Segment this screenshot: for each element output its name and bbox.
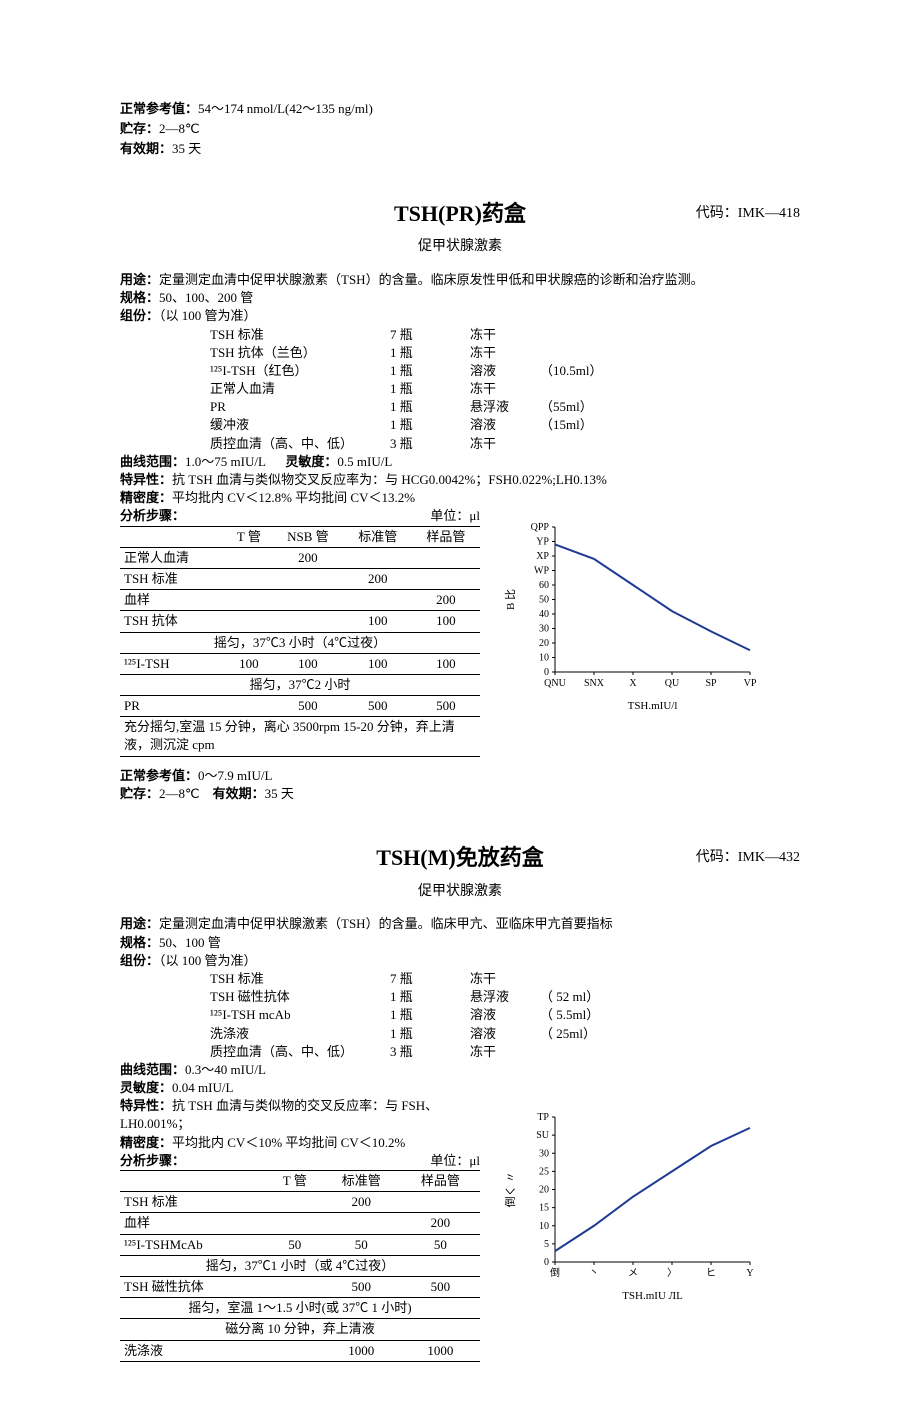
svg-text:〉: 〉 bbox=[667, 1267, 677, 1279]
component-row: 质控血清（高、中、低）3 瓶冻干 bbox=[210, 1043, 800, 1061]
component-row: 质控血清（高、中、低）3 瓶冻干 bbox=[210, 435, 800, 453]
svg-text:25: 25 bbox=[539, 1167, 549, 1178]
component-row: TSH 标准7 瓶冻干 bbox=[210, 326, 800, 344]
svg-text:丶: 丶 bbox=[589, 1268, 599, 1279]
svg-text:倒く 〃: 倒く 〃 bbox=[504, 1172, 517, 1208]
svg-text:0: 0 bbox=[544, 1257, 549, 1268]
svg-text:60: 60 bbox=[539, 580, 549, 591]
svg-text:SP: SP bbox=[705, 678, 717, 689]
chart-svg: TP SU 30 25 20 15 10 5 0倒 丶 メ 〉 ヒ Ү 倒く 〃 TSH.mIU ЛL bbox=[500, 1107, 760, 1307]
svg-text:TSH.mIU ЛL: TSH.mIU ЛL bbox=[622, 1290, 683, 1302]
section1-components: TSH 标准7 瓶冻干TSH 抗体（兰色）1 瓶冻干¹²⁵I-TSH（红色）1 … bbox=[210, 326, 800, 453]
component-row: PR1 瓶悬浮液（55ml） bbox=[210, 398, 800, 416]
section2-header: TSH(M)免放药盒 代码：IMK—432 bbox=[120, 843, 800, 874]
svg-text:30: 30 bbox=[539, 1149, 549, 1160]
section2-code: 代码：IMK—432 bbox=[696, 848, 800, 868]
svg-text:ヒ: ヒ bbox=[706, 1267, 716, 1279]
svg-text:倒: 倒 bbox=[550, 1267, 560, 1279]
svg-text:Ү: Ү bbox=[746, 1268, 753, 1279]
svg-text:TP: TP bbox=[537, 1112, 549, 1123]
expiry-value: 35 天 bbox=[172, 141, 201, 156]
svg-text:SNX: SNX bbox=[584, 678, 605, 689]
ref-label: 正常参考值： bbox=[120, 101, 198, 116]
range-label: 曲线范围： bbox=[120, 454, 185, 469]
svg-text:SU: SU bbox=[536, 1130, 550, 1141]
svg-text:10: 10 bbox=[539, 653, 549, 664]
section1-subtitle: 促甲状腺激素 bbox=[120, 237, 800, 257]
svg-text:B 比: B 比 bbox=[504, 589, 517, 610]
section2-chart: TP SU 30 25 20 15 10 5 0倒 丶 メ 〉 ヒ Ү 倒く 〃 TSH.mIU ЛL bbox=[500, 1107, 800, 1312]
spec-text: 50、100、200 管 bbox=[159, 290, 253, 305]
svg-text:20: 20 bbox=[539, 1185, 549, 1196]
component-row: 正常人血清1 瓶冻干 bbox=[210, 380, 800, 398]
svg-text:QPP: QPP bbox=[531, 522, 550, 533]
svg-text:30: 30 bbox=[539, 624, 549, 635]
svg-text:40: 40 bbox=[539, 609, 549, 620]
component-row: ¹²⁵I-TSH（红色）1 瓶溶液（10.5ml） bbox=[210, 362, 800, 380]
svg-text:5: 5 bbox=[544, 1239, 549, 1250]
usage-label: 用途： bbox=[120, 272, 159, 287]
top-meta: 正常参考值：54～174 nmol/L(42～135 ng/ml) 贮存：2—8… bbox=[120, 100, 800, 159]
svg-text:WP: WP bbox=[534, 566, 549, 577]
svg-text:10: 10 bbox=[539, 1221, 549, 1232]
comp-note: （以 100 管为准） bbox=[159, 308, 257, 323]
section2-subtitle: 促甲状腺激素 bbox=[120, 882, 800, 902]
component-row: TSH 抗体（兰色）1 瓶冻干 bbox=[210, 344, 800, 362]
component-row: 缓冲液1 瓶溶液（15ml） bbox=[210, 416, 800, 434]
section2-title: TSH(M)免放药盒 bbox=[376, 843, 543, 874]
section1-header: TSH(PR)药盒 代码：IMK—418 bbox=[120, 199, 800, 230]
section1-chart: QPP YP XP WP 60 50 40 30 20 10 0QNU SNX X QU SP VP B 比 TS… bbox=[500, 517, 800, 722]
storage-label: 贮存： bbox=[120, 121, 159, 136]
ref-value: 54～174 nmol/L(42～135 ng/ml) bbox=[198, 101, 373, 116]
section1-steps-table: T 管NSB 管标准管样品管正常人血清200TSH 标准200血样200TSH … bbox=[120, 526, 480, 757]
svg-text:メ: メ bbox=[628, 1268, 638, 1279]
component-row: ¹²⁵I-TSH mcAb1 瓶溶液（ 5.5ml） bbox=[210, 1006, 800, 1024]
svg-text:0: 0 bbox=[544, 667, 549, 678]
chart-svg: QPP YP XP WP 60 50 40 30 20 10 0QNU SNX X QU SP VP B 比 TS… bbox=[500, 517, 760, 717]
svg-text:X: X bbox=[629, 678, 637, 689]
section1-code: 代码：IMK—418 bbox=[696, 204, 800, 224]
section2-steps-table: T 管标准管样品管TSH 标准200血样200¹²⁵I-TSHMcAb50505… bbox=[120, 1170, 480, 1362]
svg-text:50: 50 bbox=[539, 595, 549, 606]
section2-components: TSH 标准7 瓶冻干TSH 磁性抗体1 瓶悬浮液（ 52 ml）¹²⁵I-TS… bbox=[210, 970, 800, 1061]
svg-text:TSH.mIU/l: TSH.mIU/l bbox=[628, 700, 678, 712]
svg-text:QU: QU bbox=[665, 678, 680, 689]
comp-label: 组份： bbox=[120, 308, 159, 323]
svg-text:QNU: QNU bbox=[544, 678, 566, 689]
component-row: TSH 磁性抗体1 瓶悬浮液（ 52 ml） bbox=[210, 988, 800, 1006]
svg-text:VP: VP bbox=[744, 678, 757, 689]
svg-text:20: 20 bbox=[539, 638, 549, 649]
component-row: 洗涤液1 瓶溶液（ 25ml） bbox=[210, 1025, 800, 1043]
usage-text: 定量测定血清中促甲状腺激素（TSH）的含量。临床原发性甲低和甲状腺癌的诊断和治疗… bbox=[159, 272, 704, 287]
section1-title: TSH(PR)药盒 bbox=[394, 199, 526, 230]
svg-text:YP: YP bbox=[536, 537, 549, 548]
expiry-label: 有效期： bbox=[120, 141, 172, 156]
storage-value: 2—8℃ bbox=[159, 121, 200, 136]
spec-label: 规格： bbox=[120, 290, 159, 305]
svg-text:15: 15 bbox=[539, 1203, 549, 1214]
svg-text:XP: XP bbox=[536, 551, 549, 562]
component-row: TSH 标准7 瓶冻干 bbox=[210, 970, 800, 988]
